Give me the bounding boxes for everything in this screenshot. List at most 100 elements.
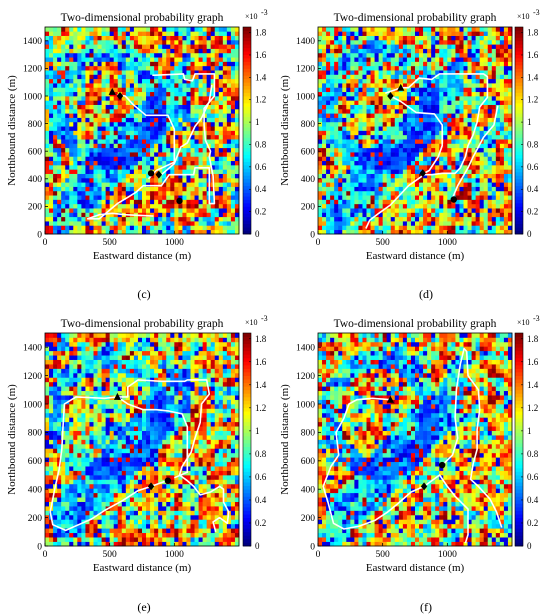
heatmap-cell (162, 229, 167, 235)
heatmap-cell (125, 182, 131, 187)
heatmap-cell (495, 160, 501, 166)
heatmap-cell (334, 165, 339, 170)
heatmap-cell (350, 121, 355, 127)
heatmap-cell (85, 165, 90, 170)
heatmap-cell (402, 78, 408, 84)
heatmap-cell (334, 104, 339, 110)
heatmap-cell (69, 143, 74, 149)
heatmap-cell (129, 74, 135, 80)
heatmap-cell (121, 31, 127, 36)
heatmap-cell (390, 169, 396, 174)
heatmap-cell (186, 212, 191, 218)
heatmap-cell (463, 87, 468, 93)
heatmap-cell (334, 70, 339, 75)
heatmap-cell (419, 208, 424, 213)
heatmap-cell (507, 139, 513, 144)
colorbar-segment (243, 161, 251, 166)
heatmap-cell (427, 61, 432, 67)
heatmap-cell (170, 212, 175, 218)
heatmap-cell (415, 182, 420, 187)
heatmap-cell (358, 190, 363, 196)
heatmap-cell (479, 156, 485, 162)
heatmap-cell (61, 199, 66, 205)
heatmap-cell (133, 52, 139, 58)
heatmap-cell (503, 61, 509, 67)
heatmap-cell (439, 208, 444, 213)
heatmap-cell (503, 169, 509, 174)
heatmap-cell (53, 457, 58, 463)
heatmap-cell (431, 190, 436, 196)
heatmap-cell (53, 134, 58, 140)
heatmap-cell (318, 57, 323, 62)
heatmap-cell (346, 186, 351, 192)
heatmap-cell (362, 130, 367, 136)
heatmap-cell (210, 83, 216, 88)
heatmap-cell (97, 139, 102, 144)
heatmap-cell (158, 74, 163, 80)
heatmap-cell (435, 52, 440, 58)
heatmap-cell (386, 108, 392, 114)
heatmap-cell (322, 91, 327, 97)
heatmap-cell (142, 221, 147, 226)
heatmap-cell (53, 341, 58, 347)
heatmap-cell (170, 61, 175, 67)
colorbar-segment (515, 102, 523, 107)
heatmap-cell (85, 134, 90, 140)
heatmap-cell (479, 177, 485, 183)
heatmap-cell (435, 195, 440, 200)
heatmap-cell (93, 48, 98, 54)
heatmap-cell (178, 216, 183, 222)
heatmap-cell (162, 156, 167, 162)
heatmap-cell (475, 31, 481, 36)
heatmap-cell (101, 225, 106, 231)
heatmap-cell (93, 156, 98, 162)
heatmap-cell (475, 87, 481, 93)
heatmap-cell (350, 27, 355, 32)
heatmap-cell (186, 173, 191, 179)
heatmap-cell (49, 488, 54, 494)
heatmap-cell (174, 221, 179, 226)
heatmap-cell (214, 134, 220, 140)
heatmap-cell (358, 39, 363, 45)
heatmap-cell (447, 31, 452, 36)
heatmap-cell (226, 78, 232, 84)
heatmap-cell (113, 27, 119, 32)
heatmap-cell (447, 104, 452, 110)
heatmap-cell (491, 229, 497, 235)
heatmap-cell (386, 139, 392, 144)
heatmap-cell (354, 126, 359, 131)
heatmap-cell (410, 208, 416, 213)
heatmap-cell (49, 208, 54, 213)
heatmap-cell (322, 78, 327, 84)
heatmap-cell (435, 152, 440, 157)
heatmap-cell (125, 65, 131, 71)
heatmap-cell (350, 147, 355, 153)
heatmap-cell (318, 195, 323, 200)
heatmap-cell (222, 177, 228, 183)
colorbar-tick-label: 1.6 (255, 50, 267, 60)
y-tick-label: 600 (28, 148, 43, 158)
heatmap-cell (334, 126, 339, 131)
heatmap-cell (354, 156, 359, 162)
heatmap-cell (81, 91, 86, 97)
heatmap-cell (378, 165, 384, 170)
heatmap-cell (354, 165, 359, 170)
heatmap-cell (419, 70, 424, 75)
heatmap-cell (45, 537, 50, 542)
heatmap-cell (113, 39, 119, 45)
heatmap-cell (326, 27, 331, 32)
heatmap-cell (121, 182, 127, 187)
heatmap-cell (463, 190, 468, 196)
heatmap-cell (194, 52, 199, 58)
heatmap-cell (154, 165, 159, 170)
heatmap-cell (49, 195, 54, 200)
heatmap-cell (467, 48, 472, 54)
heatmap-cell (154, 160, 159, 166)
heatmap-cell (322, 27, 327, 32)
heatmap-cell (222, 134, 228, 140)
heatmap-cell (382, 44, 388, 49)
heatmap-cell (222, 100, 228, 105)
heatmap-cell (386, 199, 392, 205)
heatmap-cell (65, 48, 70, 54)
heatmap-cell (435, 113, 440, 118)
